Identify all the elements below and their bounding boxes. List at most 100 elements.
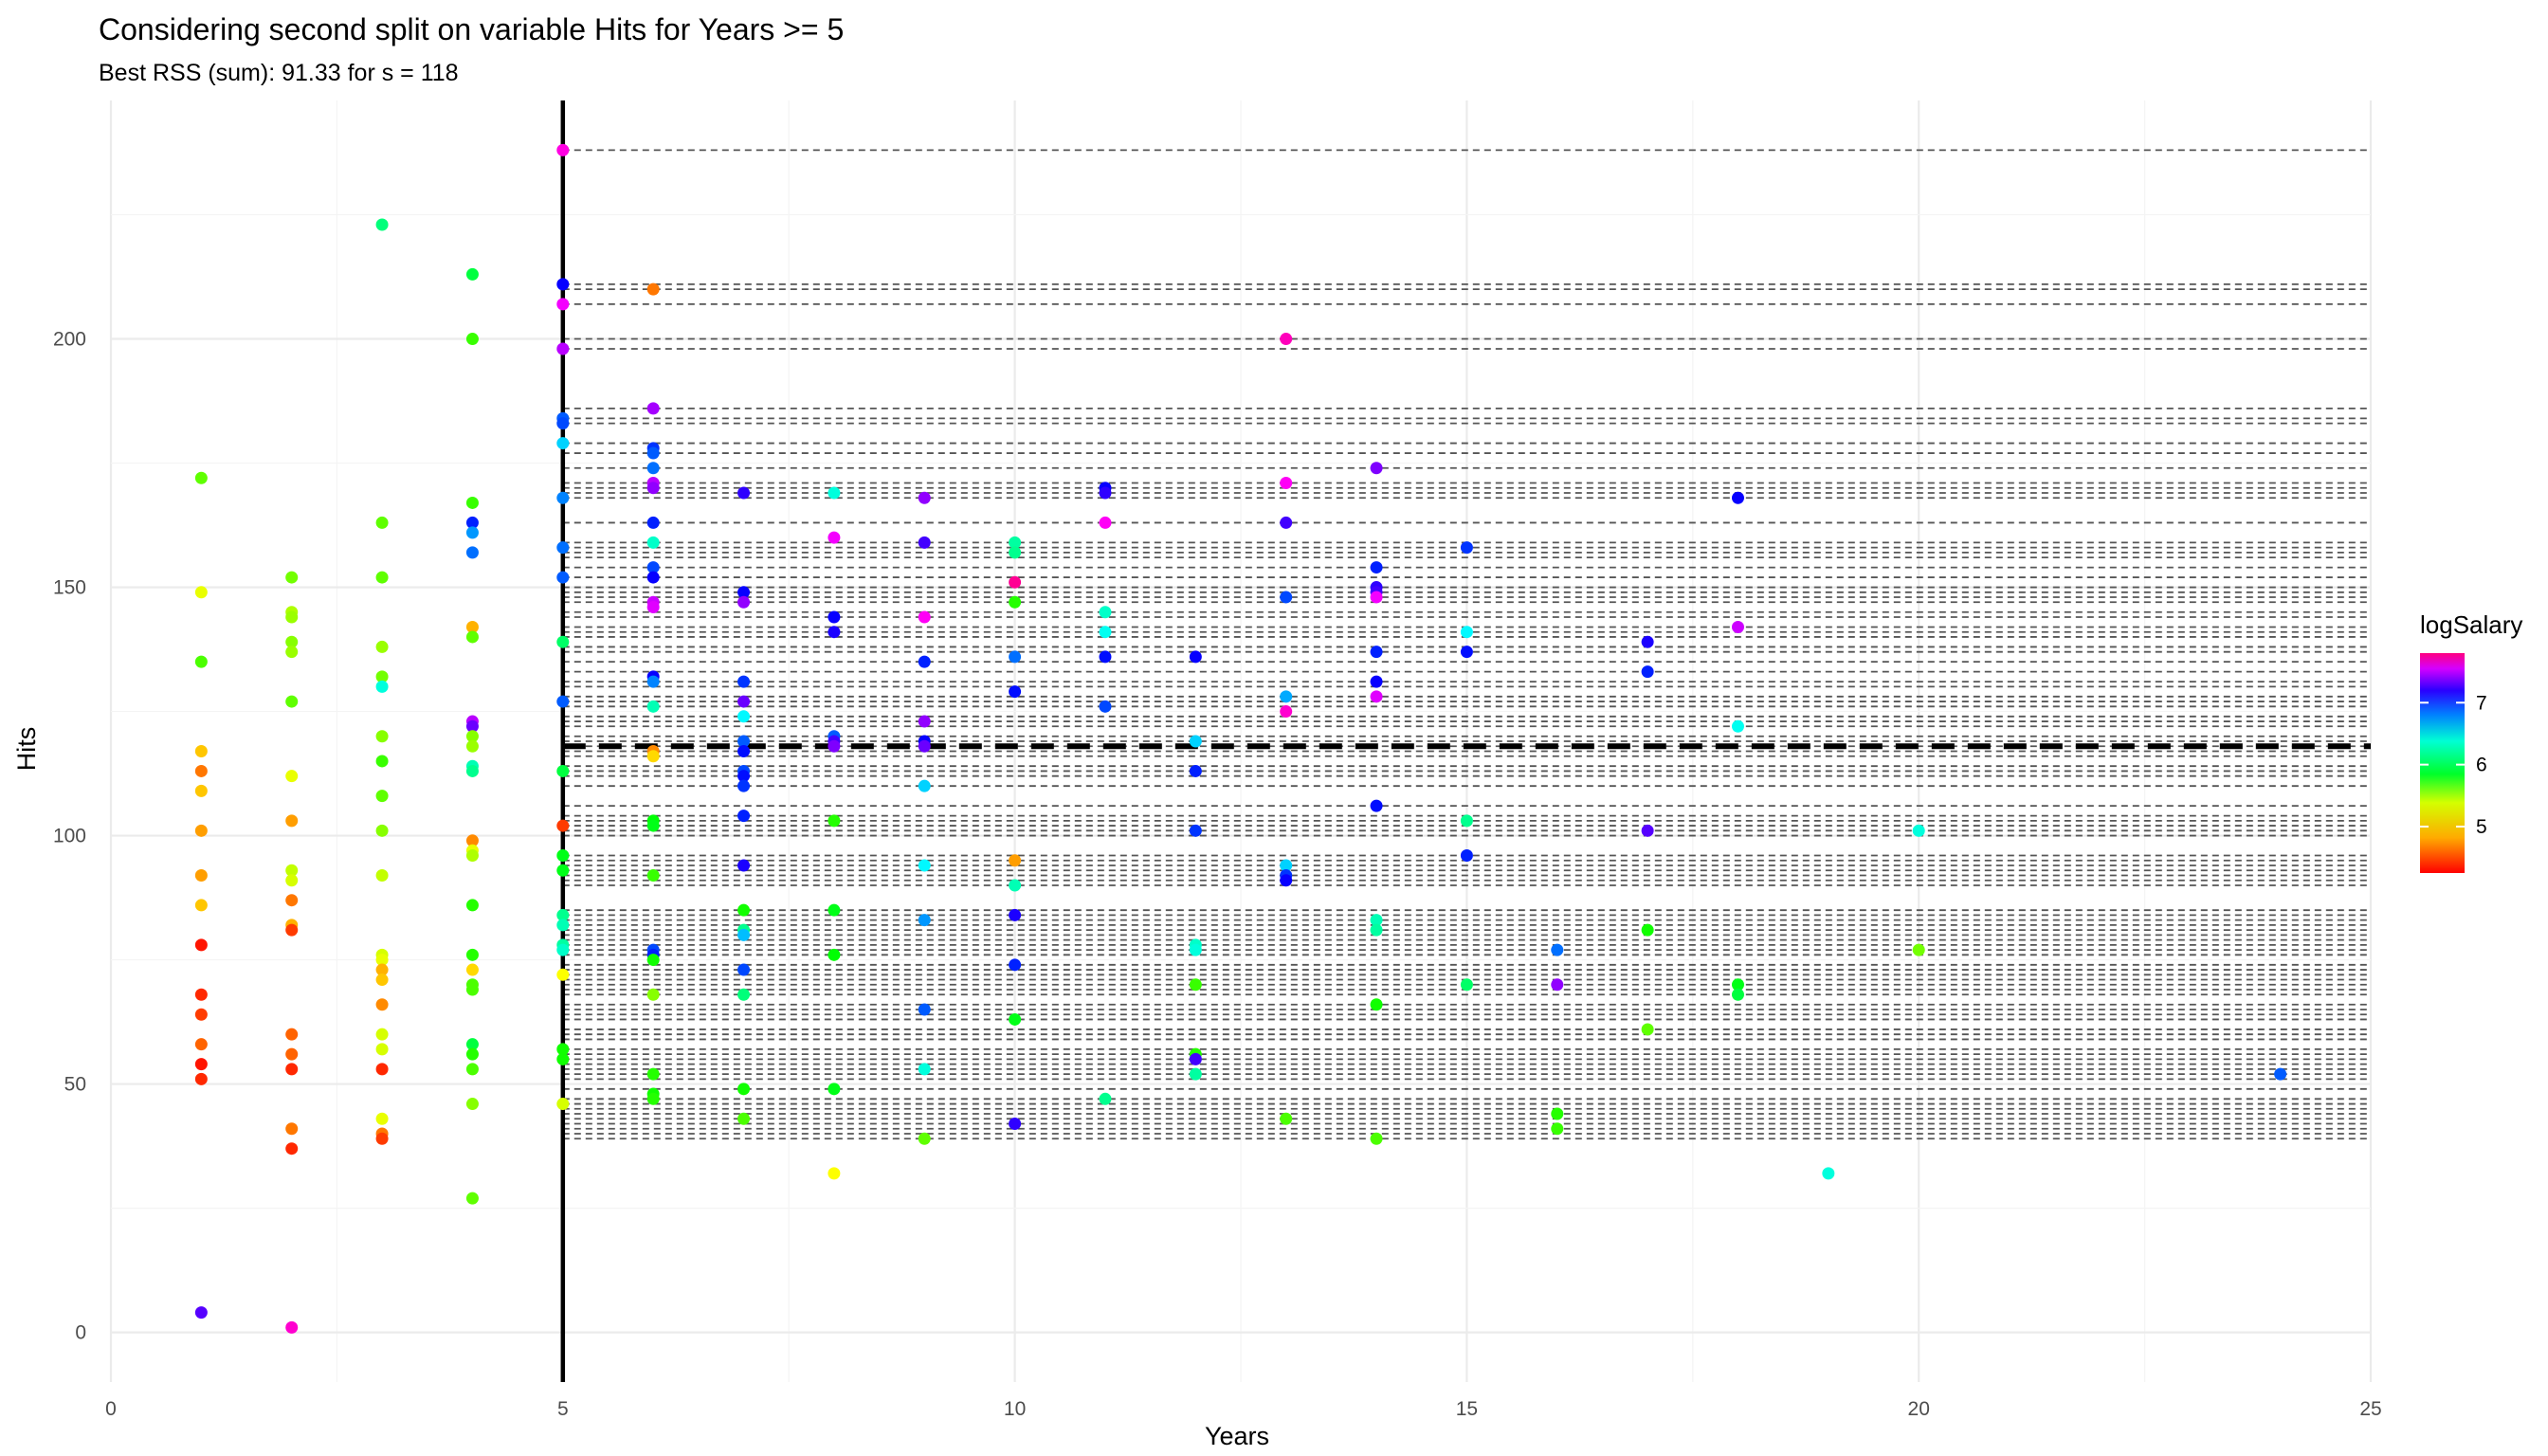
data-point: [828, 814, 841, 828]
data-point: [556, 819, 570, 832]
data-point: [918, 1003, 931, 1016]
data-point: [1189, 735, 1202, 748]
data-point: [194, 655, 208, 668]
data-point: [737, 779, 751, 792]
data-point: [556, 298, 570, 311]
legend-title: logSalary: [2420, 610, 2522, 639]
data-point: [556, 919, 570, 932]
data-point: [194, 1306, 208, 1320]
data-point: [556, 342, 570, 355]
data-point: [828, 610, 841, 624]
data-point: [1280, 333, 1293, 346]
data-point: [285, 695, 299, 708]
data-point: [285, 1142, 299, 1156]
data-point: [375, 640, 389, 653]
x-tick-labels: 0 5 10 15 20 25: [105, 1398, 2382, 1420]
data-point: [375, 790, 389, 803]
data-point: [375, 974, 389, 987]
x-axis-label: Years: [1205, 1422, 1269, 1450]
data-point: [737, 810, 751, 823]
data-point: [375, 1028, 389, 1041]
data-point: [465, 739, 479, 753]
y-tick-label: 200: [53, 329, 86, 351]
data-point: [1370, 675, 1383, 688]
data-point: [1009, 650, 1022, 664]
data-point: [1099, 1092, 1112, 1105]
data-point: [646, 561, 660, 574]
data-point: [918, 1132, 931, 1145]
data-point: [918, 536, 931, 549]
data-point: [465, 496, 479, 509]
x-tick-label: 0: [105, 1398, 117, 1420]
data-point: [1280, 705, 1293, 719]
data-point: [737, 735, 751, 748]
data-point: [375, 998, 389, 1011]
data-point: [918, 610, 931, 624]
data-point: [465, 630, 479, 644]
y-tick-label: 150: [53, 577, 86, 599]
data-point: [1009, 546, 1022, 559]
data-point: [1280, 516, 1293, 529]
data-point: [1009, 595, 1022, 609]
data-point: [1551, 943, 1564, 956]
data-point: [1189, 650, 1202, 664]
data-point: [465, 764, 479, 777]
data-point: [918, 1063, 931, 1076]
data-point: [1370, 690, 1383, 703]
data-point: [1009, 958, 1022, 972]
data-point: [1551, 978, 1564, 992]
data-point: [285, 1320, 299, 1334]
data-point: [1370, 923, 1383, 937]
data-point: [285, 635, 299, 648]
data-point: [737, 770, 751, 783]
data-point: [465, 834, 479, 847]
data-point: [556, 1098, 570, 1111]
data-point: [1460, 646, 1473, 659]
data-point: [465, 526, 479, 539]
data-point: [465, 1063, 479, 1076]
data-point: [375, 670, 389, 683]
data-point: [646, 750, 660, 763]
data-point: [556, 764, 570, 777]
data-point: [646, 601, 660, 614]
data-point: [737, 963, 751, 976]
data-point: [465, 730, 479, 743]
data-point: [737, 695, 751, 708]
data-point: [1460, 814, 1473, 828]
data-point: [828, 1167, 841, 1180]
data-point: [918, 715, 931, 728]
data-point: [1189, 943, 1202, 956]
data-point: [556, 571, 570, 584]
data-point: [285, 1047, 299, 1061]
data-point: [1370, 561, 1383, 574]
data-point: [737, 903, 751, 917]
data-point: [918, 779, 931, 792]
data-point: [918, 914, 931, 927]
data-point: [737, 744, 751, 757]
data-point: [285, 864, 299, 877]
data-point: [646, 282, 660, 296]
data-point: [375, 680, 389, 693]
data-point: [1641, 824, 1654, 837]
data-point: [375, 516, 389, 529]
data-point: [556, 635, 570, 648]
data-point: [194, 784, 208, 797]
data-point: [465, 333, 479, 346]
data-point: [1009, 575, 1022, 589]
data-point: [1912, 824, 1925, 837]
data-point: [556, 695, 570, 708]
data-point: [828, 1083, 841, 1096]
data-point: [375, 755, 389, 768]
data-point: [1641, 635, 1654, 648]
data-point: [194, 868, 208, 882]
data-point: [556, 491, 570, 504]
chart-title: Considering second split on variable Hit…: [99, 12, 844, 46]
data-point: [737, 988, 751, 1001]
data-point: [1551, 1122, 1564, 1136]
data-point: [556, 437, 570, 450]
data-point: [194, 471, 208, 484]
y-axis-label: Hits: [12, 727, 41, 772]
data-point: [1822, 1167, 1835, 1180]
data-point: [465, 1192, 479, 1205]
